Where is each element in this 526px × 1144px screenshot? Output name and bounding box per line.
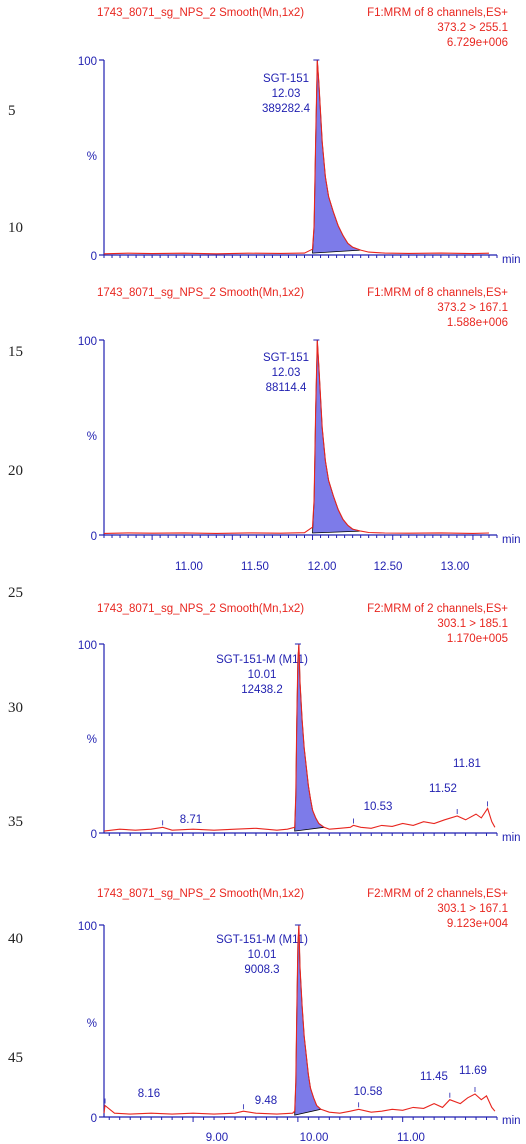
- plot-area-1: [99, 59, 498, 258]
- header-function: F1:MRM of 8 channels,ES+: [367, 287, 508, 299]
- minor-peak-label: 10.58: [354, 1086, 383, 1098]
- header-sample: 1743_8071_sg_NPS_2 Smooth(Mn,1x2): [97, 287, 304, 299]
- y-tick-0: 0: [91, 531, 97, 543]
- intensity-label: 1.588e+006: [447, 317, 508, 329]
- y-tick-0: 0: [91, 1113, 97, 1125]
- peak-area: 389282.4: [262, 103, 311, 115]
- line-number: 25: [8, 585, 23, 601]
- plot-area-4: [99, 924, 498, 1122]
- minor-peak-label: 11.69: [459, 1065, 487, 1077]
- y-tick-0: 0: [91, 251, 97, 263]
- x-tick-label: 10.00: [300, 1132, 329, 1144]
- header-sample: 1743_8071_sg_NPS_2 Smooth(Mn,1x2): [97, 603, 304, 615]
- chromatogram-trace: [103, 339, 490, 534]
- minor-peak-label: 11.52: [429, 783, 457, 795]
- peak-area-shade: [294, 643, 326, 832]
- chromatogram-panel-4: 1743_8071_sg_NPS_2 Smooth(Mn,1x2) F2:MRM…: [78, 888, 521, 1144]
- minor-peak-label: 8.16: [138, 1088, 160, 1100]
- line-number: 35: [8, 814, 23, 830]
- chromatogram-trace: [103, 643, 496, 832]
- y-tick-100: 100: [78, 56, 97, 68]
- peak-name: SGT-151-M (M11): [216, 934, 308, 946]
- y-tick-100: 100: [78, 921, 97, 933]
- x-axis-unit: min: [502, 832, 521, 844]
- minor-peak-label: 9.48: [255, 1095, 277, 1107]
- peak-name: SGT-151-M (M11): [216, 654, 308, 666]
- x-tick-label: 11.00: [397, 1132, 425, 1144]
- plot-area-3: [99, 643, 498, 836]
- x-axis-unit: min: [502, 534, 521, 546]
- chromatogram-trace: [103, 924, 496, 1115]
- line-number: 40: [8, 931, 23, 947]
- transition-label: 373.2 > 167.1: [437, 302, 508, 314]
- peak-retention-time: 12.03: [272, 88, 301, 100]
- peak-name: SGT-151: [263, 352, 309, 364]
- header-function: F1:MRM of 8 channels,ES+: [367, 7, 508, 19]
- chromatogram-panel-2: 1743_8071_sg_NPS_2 Smooth(Mn,1x2) F1:MRM…: [78, 287, 521, 573]
- y-axis-label: %: [87, 151, 97, 163]
- chromatogram-trace: [103, 59, 490, 255]
- y-axis-label: %: [87, 1018, 97, 1030]
- y-tick-100: 100: [78, 640, 97, 652]
- transition-label: 373.2 > 255.1: [437, 22, 508, 34]
- y-tick-100: 100: [78, 336, 97, 348]
- peak-retention-time: 12.03: [272, 367, 301, 379]
- chromatogram-panel-1: 1743_8071_sg_NPS_2 Smooth(Mn,1x2) F1:MRM…: [78, 7, 521, 266]
- chromatogram-panel-3: 1743_8071_sg_NPS_2 Smooth(Mn,1x2) F2:MRM…: [78, 603, 521, 844]
- x-tick-label: 11.50: [241, 561, 269, 573]
- minor-peak-label: 11.81: [453, 758, 481, 770]
- header-function: F2:MRM of 2 channels,ES+: [367, 888, 508, 900]
- line-numbers: 5 10 15 20 25 30 35 40 45: [8, 103, 23, 1066]
- x-tick-label: 13.00: [441, 561, 470, 573]
- line-number: 5: [8, 103, 16, 119]
- peak-area: 9008.3: [244, 964, 279, 976]
- plot-area-2: [99, 339, 498, 540]
- line-number: 10: [8, 220, 23, 236]
- peak-retention-time: 10.01: [248, 669, 277, 681]
- intensity-label: 6.729e+006: [447, 37, 508, 49]
- x-axis-unit: min: [502, 254, 521, 266]
- line-number: 20: [8, 463, 23, 479]
- peak-area: 12438.2: [241, 684, 283, 696]
- peak-name: SGT-151: [263, 73, 309, 85]
- minor-peak-label: 11.45: [420, 1071, 448, 1083]
- minor-peak-label: 10.53: [364, 801, 393, 813]
- transition-label: 303.1 > 167.1: [437, 903, 508, 915]
- header-sample: 1743_8071_sg_NPS_2 Smooth(Mn,1x2): [97, 7, 304, 19]
- x-tick-label: 9.00: [206, 1132, 228, 1144]
- intensity-label: 9.123e+004: [447, 918, 509, 930]
- transition-label: 303.1 > 185.1: [437, 618, 508, 630]
- intensity-label: 1.170e+005: [447, 633, 508, 645]
- y-axis-label: %: [87, 431, 97, 443]
- y-tick-0: 0: [91, 829, 97, 841]
- x-tick-label: 12.00: [308, 561, 337, 573]
- minor-peak-label: 8.71: [180, 814, 202, 826]
- line-number: 15: [8, 344, 23, 360]
- line-number: 30: [8, 700, 23, 716]
- peak-area-shade: [294, 924, 322, 1116]
- x-tick-label: 12.50: [374, 561, 403, 573]
- peak-area: 88114.4: [266, 382, 307, 394]
- peak-retention-time: 10.01: [248, 949, 277, 961]
- header-sample: 1743_8071_sg_NPS_2 Smooth(Mn,1x2): [97, 888, 304, 900]
- y-axis-label: %: [87, 734, 97, 746]
- line-number: 45: [8, 1050, 23, 1066]
- x-axis-unit: min: [502, 1115, 521, 1127]
- header-function: F2:MRM of 2 channels,ES+: [367, 603, 508, 615]
- x-tick-label: 11.00: [175, 561, 203, 573]
